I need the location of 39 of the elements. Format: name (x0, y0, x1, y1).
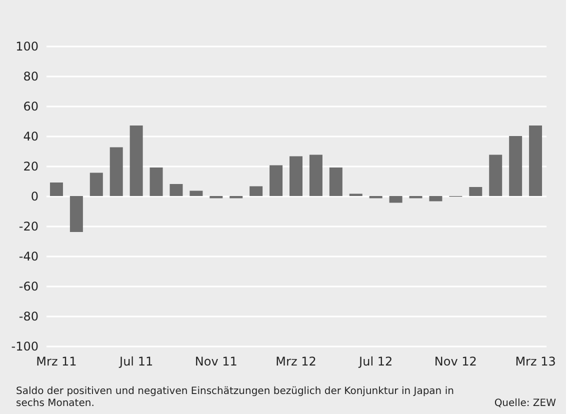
bar (90, 172, 103, 196)
x-tick-label: Mrz 11 (36, 354, 77, 368)
bar (110, 147, 123, 196)
bar (190, 190, 203, 196)
bar (50, 182, 63, 196)
x-tick-label: Nov 11 (194, 354, 238, 368)
bar (529, 126, 542, 196)
y-tick-label: -80 (18, 310, 38, 324)
x-tick-label: Jul 11 (118, 354, 154, 368)
x-tick-label: Jul 12 (358, 354, 393, 368)
y-tick-label: 100 (16, 40, 38, 54)
x-tick-label: Mrz 13 (515, 354, 556, 368)
bar (509, 136, 522, 196)
bar (150, 168, 163, 196)
bar (70, 196, 83, 232)
bar (290, 156, 302, 196)
y-tick-label: 20 (23, 160, 38, 174)
bar (270, 165, 283, 196)
y-tick-label: 0 (30, 190, 38, 204)
text: Saldo der positiven und negativen Einschätzungen bezüglich der Konjunktur in Japan in sechs Monaten. (16, 386, 454, 409)
y-tick-label: 80 (23, 70, 38, 84)
bar (469, 187, 482, 196)
y-tick-label: 40 (23, 130, 38, 144)
y-tick-label: -20 (18, 220, 38, 234)
y-tick-label: -100 (11, 340, 38, 354)
bar (309, 154, 322, 196)
bar (329, 168, 342, 196)
bar (429, 196, 442, 202)
bar (389, 196, 402, 203)
x-tick-label: Nov 12 (434, 354, 477, 368)
y-tick-label: -40 (18, 250, 38, 264)
y-tick-label: 60 (23, 100, 38, 114)
bar (250, 186, 263, 196)
y-tick-label: -60 (18, 280, 38, 294)
source-note: Quelle: ZEW (494, 398, 556, 409)
bar (489, 154, 502, 196)
bar (170, 184, 183, 196)
x-tick-label: Mrz 12 (276, 354, 316, 368)
bar (130, 126, 143, 196)
